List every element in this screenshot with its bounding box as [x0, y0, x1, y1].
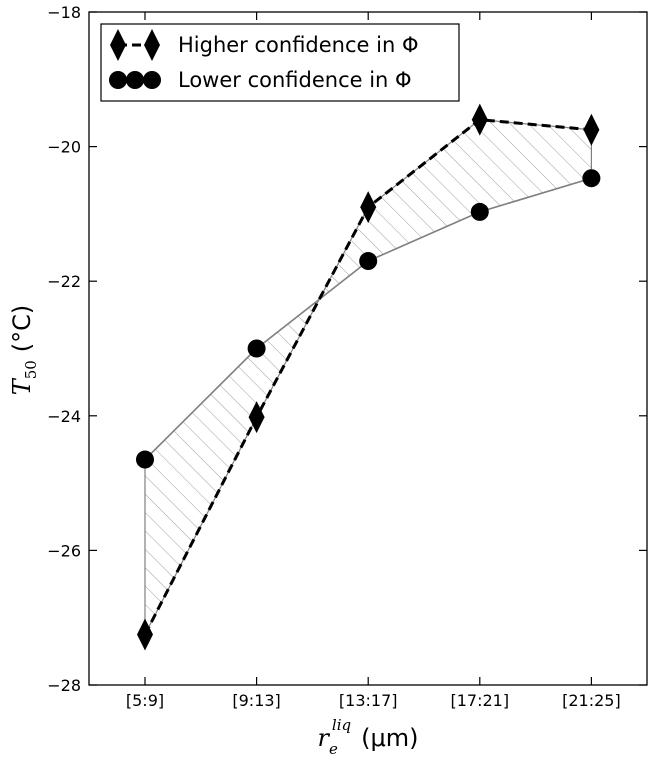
x-tick-label-0: [5:9]	[126, 691, 164, 710]
y-axis-subscript: 50	[22, 360, 40, 379]
y-axis-label: T50 (°C)	[8, 305, 40, 396]
y-tick-label-4: −20	[47, 138, 81, 157]
higher-confidence-point-2	[360, 191, 377, 224]
lower-confidence-point-0	[136, 450, 154, 469]
tick-labels-layer: −28 −26 −24 −22 −20 −18 [5:9] [9:13] [13:17] [17:…	[47, 3, 620, 710]
legend-label-higher-confidence: Higher confidence in Φ	[178, 33, 418, 57]
y-tick-label-0: −28	[47, 676, 81, 695]
y-tick-label-1: −26	[47, 541, 81, 560]
x-axis-superscript: liq	[332, 716, 351, 734]
lower-confidence-point-4	[582, 169, 601, 188]
legend-box	[100, 23, 460, 102]
x-tick-label-2: [13:17]	[339, 691, 398, 710]
lower-confidence-point-2	[359, 252, 378, 271]
legend-diamond-higher-confidence-1	[144, 29, 160, 61]
legend: Higher confidence in Φ Lower confidence …	[100, 23, 460, 102]
y-tick-label-2: −24	[47, 407, 81, 426]
legend-sample-lower-confidence	[109, 71, 161, 89]
series-markers-layer	[136, 103, 601, 651]
x-tick-label-1: [9:13]	[232, 691, 280, 710]
legend-circle-lower-confidence-1	[126, 71, 144, 89]
y-axis-unit: (°C)	[8, 305, 36, 352]
x-axis-label: re liq (μm)	[318, 716, 419, 758]
higher-confidence-point-1	[248, 401, 265, 434]
legend-label-lower-confidence: Lower confidence in Φ	[178, 68, 412, 92]
x-axis-subscript: e	[329, 740, 338, 758]
legend-diamond-higher-confidence-0	[110, 29, 126, 61]
y-axis-symbol: T	[8, 377, 36, 395]
lower-confidence-point-3	[470, 202, 489, 221]
legend-circle-lower-confidence-2	[143, 71, 161, 89]
higher-confidence-point-0	[137, 618, 153, 651]
x-tick-label-3: [17:21]	[451, 691, 510, 710]
x-axis-symbol: r	[318, 724, 331, 752]
y-tick-label-3: −22	[47, 272, 81, 291]
legend-sample-higher-confidence	[110, 29, 160, 61]
legend-circle-lower-confidence-0	[109, 71, 127, 89]
lower-confidence-point-1	[247, 339, 266, 358]
plot-frame	[88, 11, 648, 686]
higher-confidence-point-4	[583, 113, 600, 146]
higher-confidence-point-3	[471, 103, 488, 136]
x-tick-label-4: [21:25]	[562, 691, 621, 710]
x-axis-unit: (μm)	[361, 724, 418, 752]
y-tick-label-5: −18	[47, 3, 81, 22]
axis-ticks-layer	[89, 11, 647, 686]
